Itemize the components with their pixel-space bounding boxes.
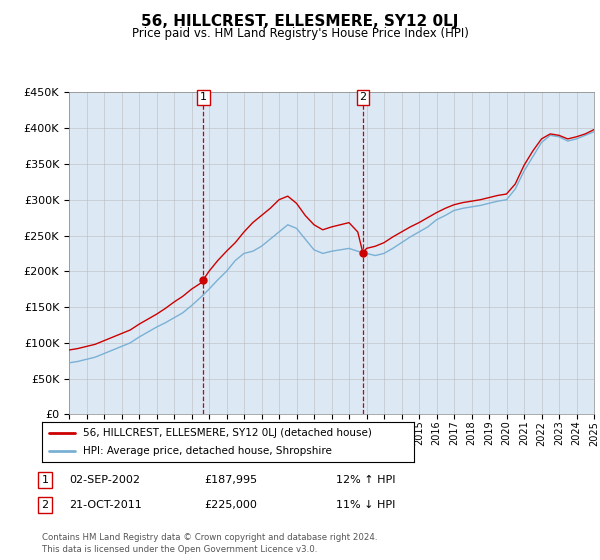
Text: HPI: Average price, detached house, Shropshire: HPI: Average price, detached house, Shro… [83, 446, 332, 456]
Text: £225,000: £225,000 [204, 500, 257, 510]
Text: 1: 1 [41, 475, 49, 485]
Text: 2: 2 [359, 92, 367, 102]
Text: 56, HILLCREST, ELLESMERE, SY12 0LJ: 56, HILLCREST, ELLESMERE, SY12 0LJ [142, 14, 458, 29]
Text: 11% ↓ HPI: 11% ↓ HPI [336, 500, 395, 510]
Text: 02-SEP-2002: 02-SEP-2002 [69, 475, 140, 485]
Text: 2: 2 [41, 500, 49, 510]
Text: 21-OCT-2011: 21-OCT-2011 [69, 500, 142, 510]
Text: Price paid vs. HM Land Registry's House Price Index (HPI): Price paid vs. HM Land Registry's House … [131, 27, 469, 40]
Text: Contains HM Land Registry data © Crown copyright and database right 2024.
This d: Contains HM Land Registry data © Crown c… [42, 533, 377, 554]
Text: 1: 1 [200, 92, 207, 102]
Text: £187,995: £187,995 [204, 475, 257, 485]
Text: 12% ↑ HPI: 12% ↑ HPI [336, 475, 395, 485]
Text: 56, HILLCREST, ELLESMERE, SY12 0LJ (detached house): 56, HILLCREST, ELLESMERE, SY12 0LJ (deta… [83, 428, 372, 437]
